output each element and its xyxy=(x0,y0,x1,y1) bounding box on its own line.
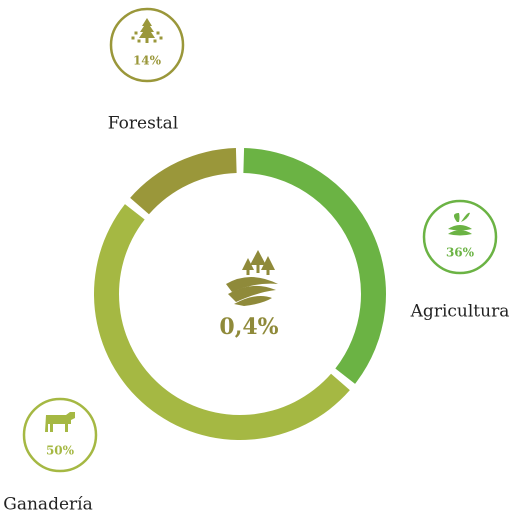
category-label: Forestal xyxy=(108,114,178,134)
category-label: Ganadería xyxy=(3,495,92,515)
badge: 36% xyxy=(422,199,498,275)
badge-value-label: 50% xyxy=(46,444,75,458)
icon xyxy=(137,39,141,43)
icon xyxy=(153,39,157,43)
badge-ring xyxy=(109,7,185,83)
donut-segment xyxy=(243,148,386,384)
icon xyxy=(131,36,135,40)
badge: 50% xyxy=(22,397,98,473)
donut-segment xyxy=(94,204,350,440)
badge-ring xyxy=(22,397,98,473)
center-icon xyxy=(226,250,278,306)
category-label: Agricultura xyxy=(410,302,510,322)
badge-icon xyxy=(45,412,75,432)
icon xyxy=(159,36,163,40)
icon xyxy=(145,38,149,43)
badge-ring xyxy=(422,199,498,275)
icon xyxy=(156,31,160,35)
icon xyxy=(134,31,138,35)
badge-icon xyxy=(448,212,472,236)
badge-icon xyxy=(131,18,163,43)
badge-value-label: 36% xyxy=(446,246,475,260)
badge-value-label: 14% xyxy=(133,54,162,68)
icon xyxy=(45,412,75,432)
icon xyxy=(448,212,472,236)
icon xyxy=(139,18,155,38)
donut-segment xyxy=(130,148,237,215)
center-label: 0,4% xyxy=(219,314,278,340)
badge: 14% xyxy=(109,7,185,83)
